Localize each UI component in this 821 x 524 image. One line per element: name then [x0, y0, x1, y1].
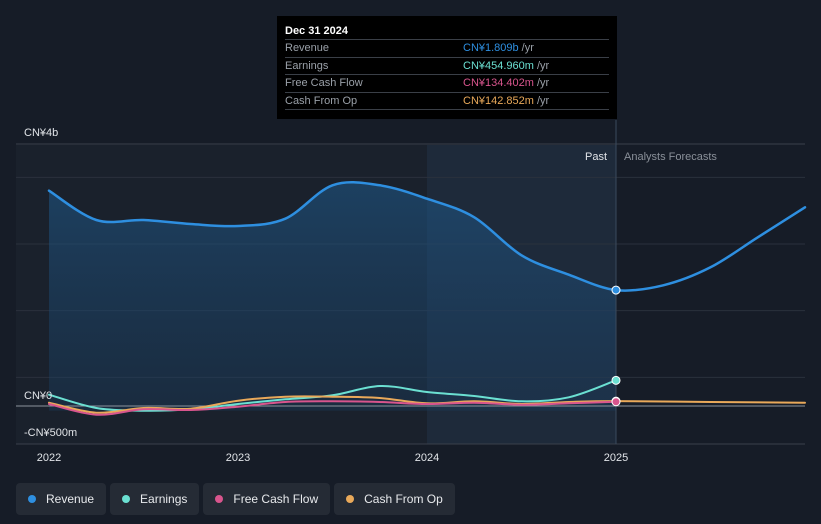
legend-label: Cash From Op [364, 492, 443, 506]
y-tick-label-zero: CN¥0 [24, 390, 52, 402]
legend-item-revenue[interactable]: Revenue [16, 483, 107, 515]
tooltip-label: Revenue [285, 42, 330, 54]
revenue-area-fill [49, 182, 616, 411]
legend-item-free-cash-flow[interactable]: Free Cash Flow [203, 483, 331, 515]
y-tick-label-bottom: -CN¥500m [24, 427, 77, 439]
legend-item-earnings[interactable]: Earnings [110, 483, 200, 515]
series-markers [611, 285, 621, 407]
forecast-region-background [616, 145, 805, 444]
tooltip-date: Dec 31 2024 [285, 24, 609, 40]
axis-labels: CN¥4b CN¥0 -CN¥500m Past Analysts Foreca… [24, 127, 717, 464]
tooltip-row-cash-from-op: Cash From Op CN¥142.852m /yr [285, 93, 609, 110]
tooltip-unit: /yr [536, 77, 550, 89]
revenue-area [49, 182, 616, 411]
tooltip-value: CN¥454.960m [463, 59, 534, 72]
x-tick-label: 2024 [415, 452, 439, 464]
legend-label: Free Cash Flow [233, 492, 319, 506]
tooltip-label: Free Cash Flow [285, 77, 363, 89]
legend-dot-icon [346, 495, 355, 503]
legend-dot-icon [122, 495, 131, 503]
tooltip-label: Cash From Op [285, 94, 358, 107]
x-tick-label: 2023 [226, 452, 250, 464]
tooltip-row-free-cash-flow: Free Cash Flow CN¥134.402m /yr [285, 75, 609, 93]
forecast-label: Analysts Forecasts [624, 151, 717, 163]
tooltip-label: Earnings [285, 59, 329, 72]
legend-dot-icon [28, 495, 36, 503]
x-tick-label: 2025 [604, 452, 628, 464]
tooltip-unit: /yr [521, 42, 534, 54]
legend-dot-icon [215, 495, 224, 503]
legend-item-cash-from-op[interactable]: Cash From Op [334, 483, 455, 515]
legend-label: Earnings [140, 492, 188, 506]
legend-label: Revenue [46, 492, 95, 506]
earnings-marker [611, 375, 621, 385]
revenue-marker [611, 285, 621, 295]
revenue-line [47, 181, 807, 292]
tooltip-row-revenue: Revenue CN¥1.809b /yr [285, 40, 609, 58]
tooltip-value: CN¥142.852m [463, 94, 534, 107]
y-tick-label-top: CN¥4b [24, 127, 58, 139]
tooltip-row-earnings: Earnings CN¥454.960m /yr [285, 58, 609, 75]
past-label: Past [585, 151, 607, 163]
tooltip-unit: /yr [536, 94, 550, 107]
tooltip-unit: /yr [536, 59, 550, 72]
chart-legend: Revenue Earnings Free Cash Flow Cash Fro… [16, 483, 455, 515]
data-tooltip: Dec 31 2024 Revenue CN¥1.809b /yr Earnin… [277, 16, 617, 119]
x-tick-label: 2022 [37, 452, 61, 464]
free-cash-flow-line [48, 400, 617, 416]
tooltip-value: CN¥134.402m [463, 77, 534, 89]
free-cash-flow-marker [611, 397, 621, 407]
tooltip-value: CN¥1.809b [463, 42, 519, 54]
earnings-line [48, 379, 617, 412]
